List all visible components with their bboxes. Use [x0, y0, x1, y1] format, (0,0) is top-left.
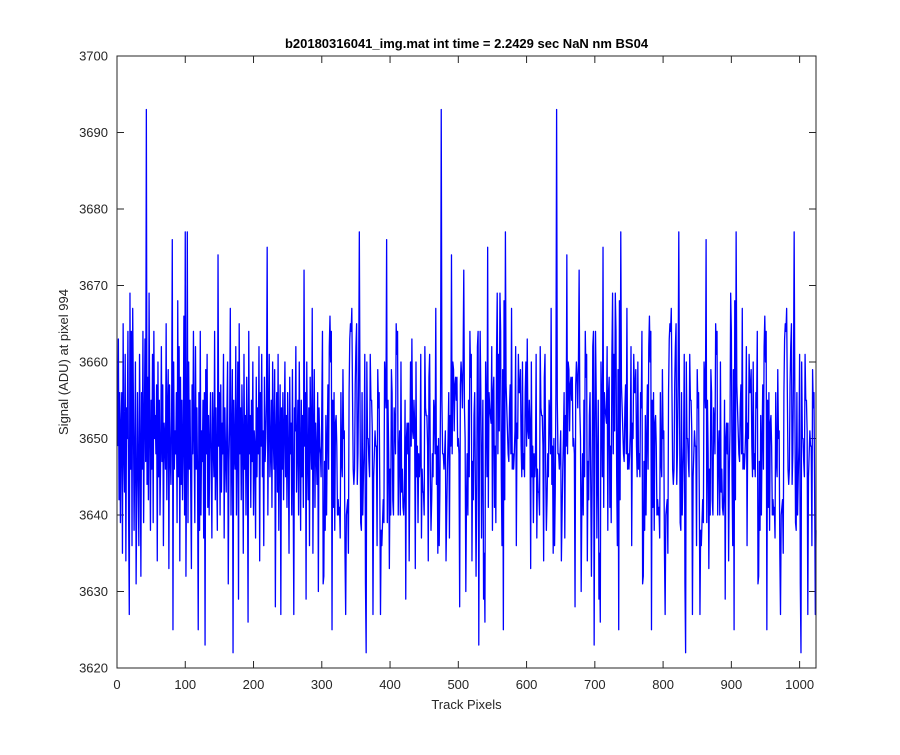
x-tick-label: 500	[447, 677, 469, 692]
axes-frame	[116, 55, 817, 669]
y-tick-label: 3700	[79, 49, 108, 64]
plot-area	[117, 108, 817, 654]
y-tick-label: 3670	[79, 278, 108, 293]
ticks-layer: 0 100 200 300 400 500 600 700 800 900 1000 3620 3630…	[79, 49, 816, 692]
y-tick-label: 3630	[79, 584, 108, 599]
chart-title: b20180316041_img.mat int time = 2.2429 s…	[285, 36, 649, 51]
y-tick-label: 3620	[79, 661, 108, 676]
y-axis-label: Signal (ADU) at pixel 994	[56, 289, 71, 435]
y-tick-label: 3640	[79, 508, 108, 523]
y-tick-label: 3650	[79, 431, 108, 446]
x-tick-label: 200	[243, 677, 265, 692]
x-tick-label: 100	[174, 677, 196, 692]
x-axis-label: Track Pixels	[431, 697, 502, 712]
y-tick-label: 3680	[79, 202, 108, 217]
x-tick-label: 900	[721, 677, 743, 692]
y-tick-label: 3690	[79, 125, 108, 140]
x-tick-label: 0	[113, 677, 120, 692]
x-tick-label: 700	[584, 677, 606, 692]
x-tick-label: 1000	[785, 677, 814, 692]
y-tick-label: 3660	[79, 355, 108, 370]
series-line	[117, 108, 817, 654]
x-tick-label: 300	[311, 677, 333, 692]
x-tick-label: 400	[379, 677, 401, 692]
x-tick-label: 800	[652, 677, 674, 692]
x-tick-label: 600	[516, 677, 538, 692]
